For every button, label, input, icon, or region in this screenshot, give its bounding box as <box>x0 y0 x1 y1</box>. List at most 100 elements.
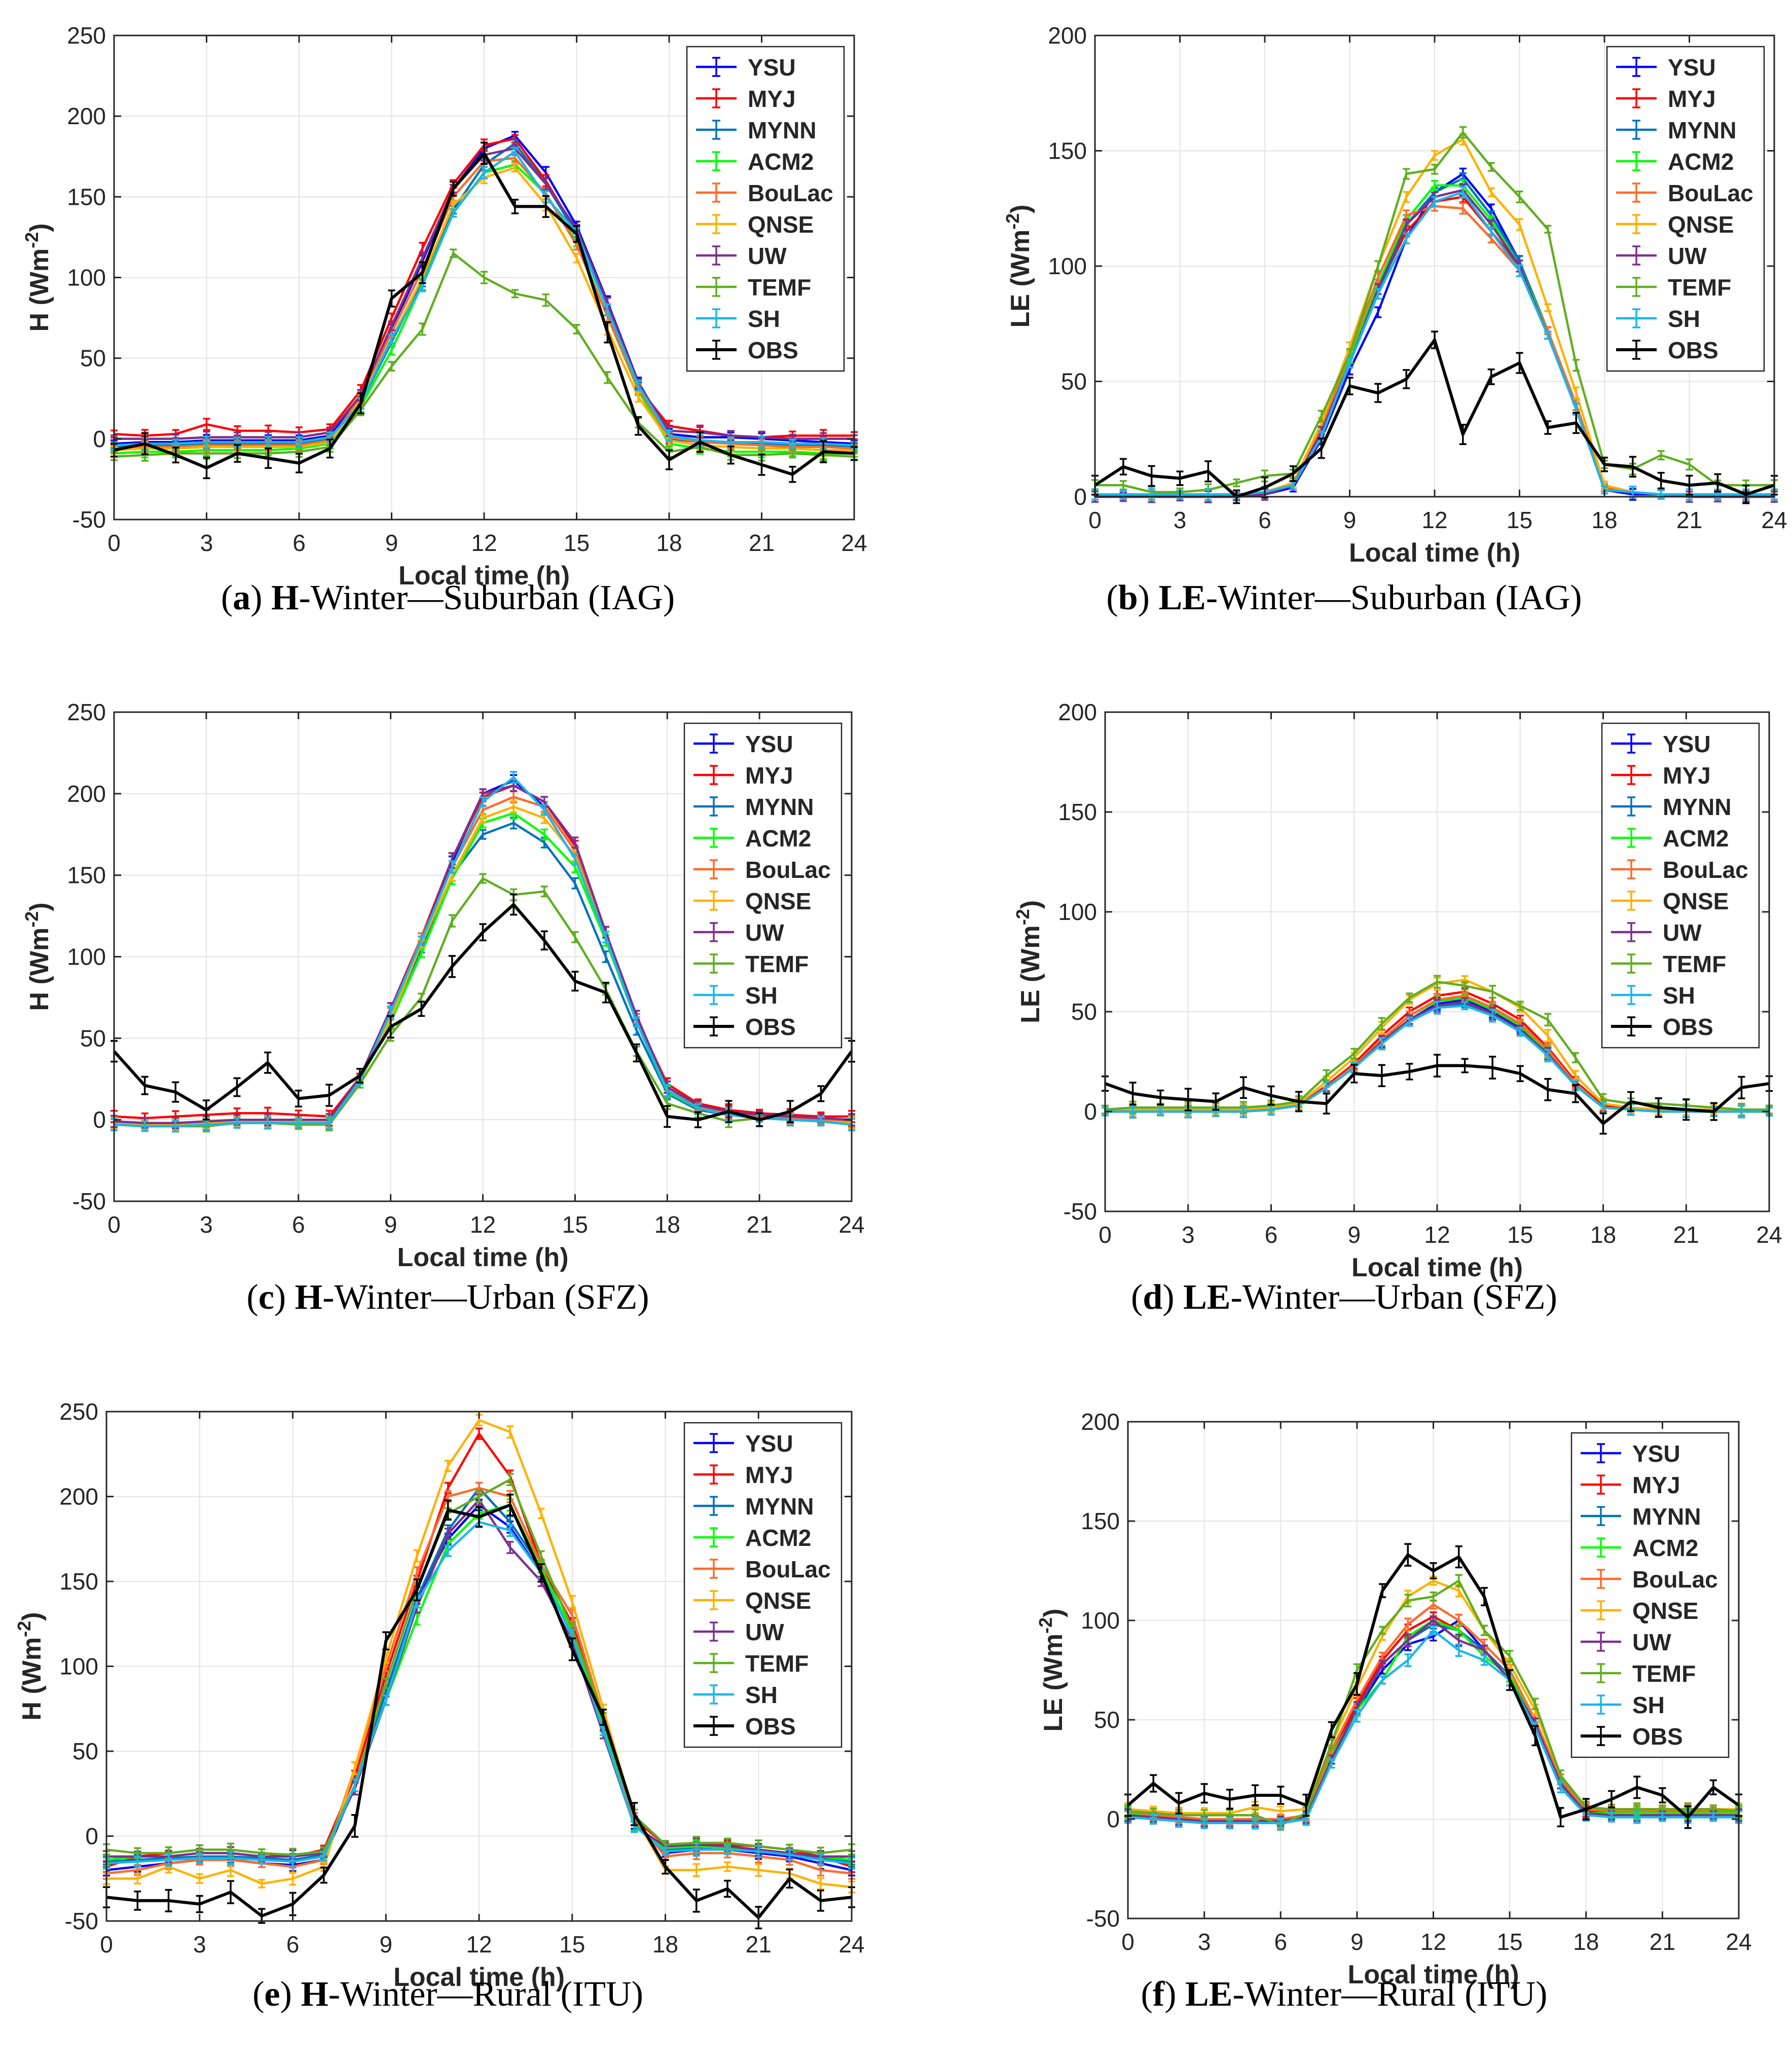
x-axis-label: Local time (h) <box>393 1963 565 1992</box>
x-tick-label: 24 <box>838 1931 864 1958</box>
legend-label-myj: MYJ <box>745 1462 793 1488</box>
x-tick-label: 6 <box>1265 1222 1278 1248</box>
x-axis-label: Local time (h) <box>1349 538 1520 568</box>
x-tick-label: 0 <box>1088 507 1102 533</box>
y-tick-label: 50 <box>80 1025 106 1051</box>
x-tick-label: 15 <box>562 1211 588 1238</box>
legend-label-myj: MYJ <box>1668 86 1716 112</box>
y-axis-label: H (Wm-2) <box>21 903 54 1011</box>
y-axis-label-end: ) <box>1006 205 1035 213</box>
legend-label-mynn: MYNN <box>745 794 814 820</box>
x-tick-label: 18 <box>652 1931 678 1958</box>
legend-label-myj: MYJ <box>745 762 793 789</box>
y-tick-label: 100 <box>1048 253 1087 279</box>
y-axis-label: H (Wm-2) <box>21 224 54 332</box>
x-tick-label: 15 <box>564 530 590 556</box>
x-tick-label: 6 <box>286 1931 300 1958</box>
y-tick-label: -50 <box>1064 1198 1097 1225</box>
y-tick-label: 250 <box>67 699 106 725</box>
y-axis-label-end: ) <box>25 224 54 232</box>
y-tick-label: 200 <box>1058 699 1097 725</box>
x-tick-label: 3 <box>193 1931 206 1958</box>
y-tick-label: 150 <box>1058 799 1097 825</box>
x-tick-label: 6 <box>292 1211 305 1238</box>
y-tick-label: -50 <box>65 1908 98 1934</box>
legend-label-uw: UW <box>1663 919 1702 946</box>
x-tick-label: 21 <box>749 530 775 556</box>
x-tick-label: 0 <box>100 1931 113 1958</box>
x-tick-label: 3 <box>200 1211 213 1238</box>
legend-label-boulac: BouLac <box>1663 857 1748 883</box>
x-axis-label: Local time (h) <box>1351 1253 1523 1282</box>
x-axis-label: Local time (h) <box>397 1243 568 1272</box>
y-tick-label: 150 <box>67 862 106 889</box>
x-tick-label: 9 <box>1343 507 1357 533</box>
y-tick-label: 100 <box>1058 899 1097 925</box>
legend-label-temf: TEMF <box>748 274 811 301</box>
legend-label-acm2: ACM2 <box>1668 149 1734 175</box>
legend-label-boulac: BouLac <box>748 180 833 206</box>
x-tick-label: 12 <box>470 1211 496 1238</box>
y-tick-label: -50 <box>72 506 106 533</box>
y-tick-label: 200 <box>1048 22 1087 49</box>
x-tick-label: 9 <box>384 1211 397 1238</box>
y-tick-label: 150 <box>1048 138 1087 164</box>
y-axis-label: LE (Wm-2) <box>1002 205 1035 328</box>
legend-label-uw: UW <box>745 1619 784 1645</box>
y-tick-label: 50 <box>1071 999 1097 1025</box>
y-tick-label: 50 <box>72 1738 98 1764</box>
y-axis-label-base: LE (Wm <box>1006 230 1035 328</box>
legend-label-boulac: BouLac <box>745 857 831 883</box>
legend-label-obs: OBS <box>748 337 798 363</box>
y-axis-label: H (Wm-2) <box>14 1612 47 1721</box>
x-tick-label: 0 <box>107 530 121 556</box>
y-axis-label-sup: -2 <box>21 911 42 928</box>
legend-label-myj: MYJ <box>748 86 796 112</box>
legend-label-mynn: MYNN <box>745 1493 814 1520</box>
legend-label-obs: OBS <box>1668 337 1718 363</box>
x-tick-label: 18 <box>656 530 682 556</box>
legend-label-qnse: QNSE <box>748 211 814 238</box>
legend-label-sh: SH <box>745 982 778 1009</box>
legend-label-qnse: QNSE <box>745 888 811 914</box>
legend-label-uw: UW <box>745 919 784 946</box>
x-tick-label: 9 <box>1347 1222 1361 1248</box>
legend-label-temf: TEMF <box>1663 951 1726 977</box>
x-tick-label: 12 <box>466 1931 492 1958</box>
y-axis-label-sup: -2 <box>1002 213 1023 230</box>
legend-label-obs: OBS <box>1663 1014 1713 1040</box>
chart-panel-b: 0 3 6 9 12 15 18 21 24 0 50 100 150 200 Local time (h)… <box>1002 22 1787 568</box>
y-axis-label-base: H (Wm <box>25 248 54 332</box>
legend-label-mynn: MYNN <box>748 117 816 143</box>
y-tick-label: 250 <box>67 22 106 49</box>
legend-label-qnse: QNSE <box>745 1587 811 1614</box>
y-tick-label: 50 <box>80 345 106 372</box>
legend-label-boulac: BouLac <box>1668 180 1753 206</box>
y-axis-label-end: ) <box>1016 900 1045 909</box>
y-tick-label: 0 <box>85 1823 98 1850</box>
y-tick-label: 150 <box>67 183 106 210</box>
y-axis-label-sup: -2 <box>1012 909 1033 925</box>
x-tick-label: 15 <box>1507 1222 1533 1248</box>
y-tick-label: 100 <box>67 265 106 291</box>
legend-label-temf: TEMF <box>1668 274 1731 301</box>
x-tick-label: 15 <box>559 1931 585 1958</box>
x-tick-label: 15 <box>1507 507 1532 533</box>
legend-label-ysu: YSU <box>748 54 796 81</box>
legend-label-mynn: MYNN <box>1663 794 1731 820</box>
y-axis-label-base: H (Wm <box>25 928 54 1011</box>
x-tick-label: 12 <box>471 530 497 556</box>
y-tick-label: 100 <box>67 944 106 970</box>
legend-label-sh: SH <box>745 1682 778 1708</box>
legend-label-mynn: MYNN <box>1668 117 1736 143</box>
y-axis-label-base: LE (Wm <box>1016 925 1045 1023</box>
x-tick-label: 18 <box>654 1211 680 1238</box>
legend-label-boulac: BouLac <box>745 1556 831 1582</box>
legend-label-acm2: ACM2 <box>1663 825 1729 852</box>
legend-label-qnse: QNSE <box>1668 211 1734 238</box>
y-axis-label-end: ) <box>25 903 54 911</box>
